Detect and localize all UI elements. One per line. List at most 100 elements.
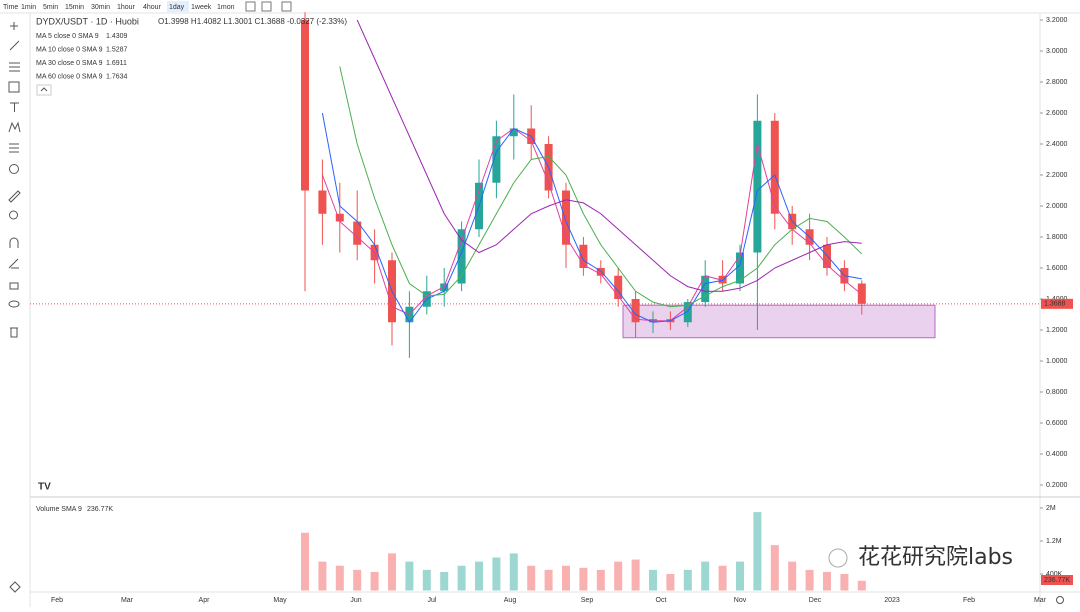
candle-body (753, 120, 762, 253)
candle-body (509, 128, 518, 137)
candle-body (823, 244, 831, 268)
interval-button[interactable]: Time (3, 4, 18, 11)
zoom-tool[interactable] (9, 210, 18, 220)
last-price-label: 1.3688 (1044, 301, 1066, 308)
y-tick-label: 2.0000 (1046, 203, 1068, 210)
candle-body (683, 302, 692, 323)
interval-button[interactable]: 5min (43, 4, 58, 11)
interval-button[interactable]: 1day (169, 4, 185, 11)
volume-bar (509, 553, 518, 591)
symbol: DYDX/USDT · 1D · Huobi (36, 16, 139, 26)
y-tick-label: 0.8000 (1046, 389, 1068, 396)
x-tick-label: 2023 (884, 597, 900, 604)
hide-tool[interactable] (8, 300, 20, 308)
candle-body (457, 229, 466, 284)
layers-tool[interactable] (9, 581, 21, 593)
volume-bar (527, 565, 536, 591)
candle-body (440, 283, 449, 292)
ma-name: MA 5 close 0 SMA 9 (36, 33, 99, 40)
y-tick-label: 1.8000 (1046, 234, 1068, 241)
x-tick-label: Dec (809, 597, 822, 604)
volume-bar (753, 512, 762, 591)
y-tick-label: 2.4000 (1046, 141, 1068, 148)
volume-bar (736, 561, 744, 591)
ma-line (356, 19, 862, 292)
forecast-tool[interactable] (9, 143, 19, 153)
drawing-tools[interactable] (8, 22, 21, 593)
volume-tag (1041, 575, 1073, 585)
text-tool[interactable] (10, 102, 19, 112)
interval-button[interactable]: 1hour (117, 4, 136, 11)
volume-bar (440, 571, 449, 591)
interval-button[interactable]: 15min (65, 4, 84, 11)
interval-button[interactable]: 1mon (217, 4, 235, 11)
v-tick-label: 1.2M (1046, 538, 1062, 545)
collapse-icon (40, 87, 48, 92)
candle-body (562, 190, 570, 245)
toolbar-icon[interactable] (281, 1, 292, 12)
last-price-tag (1041, 298, 1073, 309)
toolbar-icon[interactable] (261, 1, 272, 12)
x-tick-label: May (273, 597, 287, 604)
candle-body (353, 221, 362, 245)
magnet-tool[interactable] (9, 237, 19, 248)
v-tick-label: 2M (1046, 505, 1056, 512)
x-tick-label: Mar (1034, 597, 1047, 604)
volume-bar (457, 565, 466, 591)
ma-name: MA 30 close 0 SMA 9 (36, 60, 103, 67)
y-tick-label: 3.2000 (1046, 17, 1068, 24)
volume-bar (388, 553, 396, 591)
tv-logo: TV (38, 482, 51, 493)
x-tick-label: Feb (963, 597, 975, 604)
collapse-button[interactable] (36, 84, 52, 96)
volume-name: Volume SMA 9 (36, 506, 82, 513)
settings-icon[interactable] (1056, 596, 1064, 604)
shape-tool[interactable] (8, 81, 20, 93)
delete-tool[interactable] (10, 327, 18, 338)
watermark-icon (828, 548, 848, 568)
x-tick-label: Apr (199, 597, 211, 604)
interval-button[interactable]: 1week (191, 4, 212, 11)
volume-bar (683, 569, 692, 591)
x-tick-label: Mar (121, 597, 134, 604)
candle-body (579, 244, 588, 268)
volume-bar (544, 569, 553, 591)
interval-button[interactable]: 30min (91, 4, 110, 11)
volume-bar (840, 574, 849, 591)
y-tick-label: 0.6000 (1046, 420, 1068, 427)
volume-bar (301, 532, 309, 591)
volume-bar (492, 557, 501, 591)
ma-line (339, 66, 863, 308)
emoji-tool[interactable] (9, 164, 19, 174)
candle-body (301, 20, 309, 191)
ruler-tool[interactable] (8, 190, 21, 203)
lock-draw-tool[interactable] (8, 258, 19, 269)
price-zone (622, 304, 936, 339)
trend-tool[interactable] (9, 40, 20, 51)
volume-bar (370, 571, 379, 591)
x-tick-label: Feb (51, 597, 63, 604)
candle-body (701, 275, 710, 303)
ma-name: MA 60 close 0 SMA 9 (36, 73, 103, 80)
volume-bar (596, 569, 605, 591)
volume-bar (335, 565, 344, 591)
ma-value: 1.7634 (106, 73, 128, 80)
lock-tool[interactable] (9, 282, 19, 290)
y-tick-label: 1.2000 (1046, 327, 1068, 334)
volume-value: 236.77K (87, 506, 113, 513)
volume-bar (614, 561, 623, 591)
interval-button[interactable]: 1min (21, 4, 36, 11)
interval-button[interactable]: 4hour (143, 4, 162, 11)
candle-body (335, 213, 344, 222)
y-tick-label: 2.2000 (1046, 172, 1068, 179)
ohlc: O1.3998 H1.4082 L1.3001 C1.3688 -0.0327 … (158, 17, 347, 26)
y-tick-label: 3.0000 (1046, 48, 1068, 55)
watermark: 花花研究院labs (858, 545, 1013, 570)
pattern-tool[interactable] (8, 121, 21, 133)
candle-body (736, 252, 744, 284)
toolbar-icon[interactable] (245, 1, 256, 12)
y-tick-label: 1.0000 (1046, 358, 1068, 365)
cursor-tool[interactable] (10, 22, 18, 30)
fib-tool[interactable] (9, 62, 20, 72)
